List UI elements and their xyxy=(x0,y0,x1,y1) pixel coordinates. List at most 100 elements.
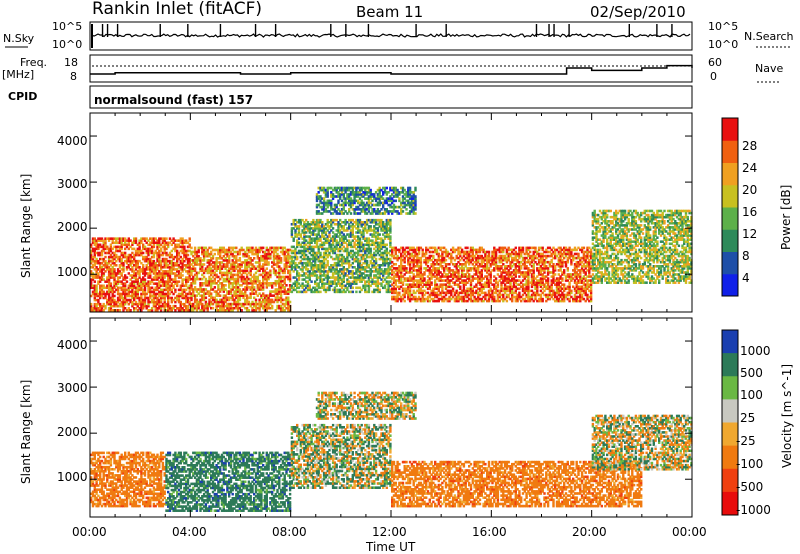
heatmap-cell xyxy=(455,254,458,258)
heatmap-cell xyxy=(288,284,292,287)
freq-label-1: Freq. xyxy=(20,56,47,69)
heatmap-cell xyxy=(428,246,431,250)
heatmap-cell xyxy=(410,254,414,258)
heatmap-cell xyxy=(206,250,209,254)
heatmap-cell xyxy=(165,309,168,312)
heatmap-cell xyxy=(285,306,288,310)
heatmap-cell xyxy=(489,279,492,282)
heatmap-cell xyxy=(326,264,329,267)
heatmap-cell xyxy=(374,257,378,261)
heatmap-cell xyxy=(425,269,428,272)
heatmap-cell xyxy=(480,287,483,291)
heatmap-cell xyxy=(168,255,172,259)
heatmap-cell xyxy=(256,294,259,297)
heatmap-cell xyxy=(362,249,365,253)
heatmap-cell xyxy=(288,273,292,277)
heatmap-cell xyxy=(115,255,118,259)
heatmap-cell xyxy=(382,255,385,259)
heatmap-cell xyxy=(464,283,467,286)
heatmap-cell xyxy=(285,263,288,266)
heatmap-cell xyxy=(197,250,200,254)
heatmap-cell xyxy=(113,286,116,290)
heatmap-cell xyxy=(494,260,498,264)
heatmap-cell xyxy=(245,277,249,281)
heatmap-cell xyxy=(267,296,270,300)
heatmap-cell xyxy=(482,267,485,270)
heatmap-cell xyxy=(133,292,136,296)
heatmap-cell xyxy=(401,289,405,293)
heatmap-cell xyxy=(423,254,426,258)
heatmap-cell xyxy=(414,285,417,289)
heatmap-cell xyxy=(362,221,365,224)
heatmap-cell xyxy=(279,309,283,312)
heatmap-cell xyxy=(398,291,401,295)
heatmap-cell xyxy=(357,243,360,247)
heatmap-cell xyxy=(253,282,256,285)
heatmap-cell xyxy=(147,309,150,312)
heatmap-cell xyxy=(104,266,107,269)
heatmap-cell xyxy=(460,263,464,266)
heatmap-cell xyxy=(507,285,510,289)
heatmap-cell xyxy=(487,291,491,295)
heatmap-cell xyxy=(109,274,113,277)
heatmap-cell xyxy=(290,251,294,255)
heatmap-cell xyxy=(192,254,195,258)
heatmap-cell xyxy=(159,294,163,298)
heatmap-cell xyxy=(365,266,369,269)
heatmap-cell xyxy=(254,267,258,270)
heatmap-cell xyxy=(208,271,211,275)
heatmap-cell xyxy=(213,248,216,252)
heatmap-cell xyxy=(170,272,173,275)
heatmap-cell xyxy=(120,280,123,283)
heatmap-cell xyxy=(392,281,396,284)
heatmap-cell xyxy=(462,297,466,301)
heatmap-cell xyxy=(378,282,381,285)
heatmap-cell xyxy=(208,246,211,250)
heatmap-cell xyxy=(473,256,476,260)
heatmap-cell xyxy=(326,270,329,273)
heatmap-cell xyxy=(138,268,141,271)
heatmap-cell xyxy=(122,251,125,255)
heatmap-cell xyxy=(353,276,356,279)
heatmap-cell xyxy=(382,264,385,267)
heatmap-cell xyxy=(421,289,424,293)
heatmap-cell xyxy=(382,225,385,228)
heatmap-cell xyxy=(210,250,213,254)
heatmap-cell xyxy=(396,254,399,258)
heatmap-cell xyxy=(378,233,381,236)
heatmap-cell xyxy=(346,268,349,271)
heatmap-cell xyxy=(314,288,317,292)
heatmap-cell xyxy=(245,248,249,252)
heatmap-cell xyxy=(143,286,147,290)
heatmap-cell xyxy=(378,247,381,251)
heatmap-cell xyxy=(301,229,304,232)
heatmap-cell xyxy=(179,255,182,259)
heatmap-cell xyxy=(124,276,127,279)
heatmap-cell xyxy=(262,286,265,289)
heatmap-cell xyxy=(219,257,222,260)
heatmap-cell xyxy=(353,243,356,247)
heatmap-cell xyxy=(274,290,277,293)
heatmap-cell xyxy=(262,300,265,304)
heatmap-cell xyxy=(256,250,259,254)
heatmap-cell xyxy=(274,250,277,254)
heatmap-cell xyxy=(387,284,390,288)
heatmap-cell xyxy=(118,294,122,298)
heatmap-cell xyxy=(201,309,204,312)
heatmap-cell xyxy=(360,278,363,281)
heatmap-cell xyxy=(136,280,139,283)
heatmap-cell xyxy=(369,251,372,255)
heatmap-cell xyxy=(306,284,310,288)
heatmap-cell xyxy=(374,284,378,288)
heatmap-cell xyxy=(439,277,442,280)
heatmap-cell xyxy=(389,284,392,288)
heatmap-cell xyxy=(104,255,107,259)
heatmap-cell xyxy=(346,227,349,230)
heatmap-cell xyxy=(296,286,299,290)
heatmap-cell xyxy=(204,277,208,281)
heatmap-cell xyxy=(480,271,483,274)
heatmap-cell xyxy=(235,304,238,308)
heatmap-cell xyxy=(339,247,342,251)
heatmap-cell xyxy=(480,260,483,264)
heatmap-cell xyxy=(489,287,492,291)
